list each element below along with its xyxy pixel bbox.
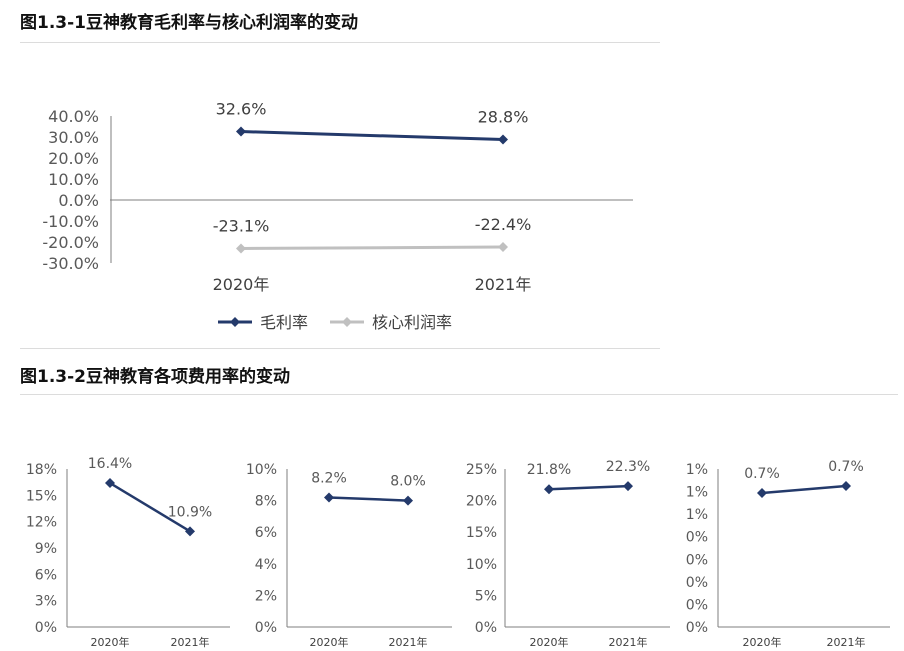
small-chart-y-tick: 0% bbox=[686, 530, 708, 546]
data-label: 28.8% bbox=[478, 108, 529, 127]
small-chart-y-tick: 12% bbox=[26, 515, 57, 531]
figure-2-title: 图1.3-2豆神教育各项费用率的变动 bbox=[20, 367, 290, 387]
y-tick-label: 40.0% bbox=[48, 107, 99, 126]
y-tick-label: 10.0% bbox=[48, 170, 99, 189]
small-chart-data-point bbox=[841, 481, 851, 491]
legend-swatch-marker bbox=[342, 317, 352, 327]
small-chart-x-category: 2021年 bbox=[827, 635, 866, 649]
small-chart-y-tick: 1% bbox=[686, 485, 708, 501]
small-chart-y-tick: 0% bbox=[686, 552, 708, 568]
data-point bbox=[498, 242, 508, 253]
y-tick-label: 20.0% bbox=[48, 149, 99, 168]
small-chart-data-point bbox=[757, 488, 767, 498]
small-chart-data-point bbox=[544, 484, 554, 495]
small-chart-data-label: 16.4% bbox=[88, 456, 132, 472]
small-chart-y-tick: 0% bbox=[475, 620, 497, 636]
figure-1-bottom-divider bbox=[20, 348, 660, 349]
small-chart-y-tick: 8% bbox=[255, 494, 277, 510]
small-chart-data-label: 0.7% bbox=[744, 466, 780, 482]
small-chart-x-category: 2021年 bbox=[171, 635, 210, 649]
data-point bbox=[498, 134, 508, 145]
small-chart-y-tick: 15% bbox=[26, 488, 57, 504]
small-chart-y-tick: 1% bbox=[686, 507, 708, 523]
data-label: -23.1% bbox=[213, 217, 270, 236]
small-chart-y-tick: 1% bbox=[686, 462, 708, 478]
small-chart-data-label: 21.8% bbox=[527, 462, 571, 478]
small-chart-x-category: 2021年 bbox=[389, 635, 428, 649]
small-chart-data-point bbox=[403, 495, 413, 506]
small-chart-y-tick: 20% bbox=[466, 494, 497, 510]
figure-1-title: 图1.3-1豆神教育毛利率与核心利润率的变动 bbox=[20, 13, 358, 33]
small-chart-series-line bbox=[761, 484, 847, 495]
small-chart-y-tick: 25% bbox=[466, 462, 497, 478]
small-chart-y-tick: 0% bbox=[686, 597, 708, 613]
small-chart-series-line bbox=[328, 496, 409, 502]
y-tick-label: 0.0% bbox=[58, 191, 99, 210]
small-chart-data-label: 22.3% bbox=[606, 459, 650, 475]
small-chart-y-tick: 0% bbox=[255, 620, 277, 636]
small-chart-data-label: 8.2% bbox=[311, 470, 347, 486]
small-chart-y-tick: 0% bbox=[35, 620, 57, 636]
data-point bbox=[236, 126, 246, 137]
x-category-label: 2020年 bbox=[213, 275, 270, 294]
data-label: -22.4% bbox=[475, 215, 532, 234]
small-chart-series-line bbox=[109, 481, 191, 533]
small-chart-y-tick: 18% bbox=[26, 462, 57, 478]
small-chart-x-category: 2020年 bbox=[743, 635, 782, 649]
series-line-core-profit-margin bbox=[240, 245, 504, 251]
figure-1-divider bbox=[20, 42, 660, 43]
small-chart-y-tick: 0% bbox=[686, 620, 708, 636]
small-chart-x-category: 2021年 bbox=[609, 635, 648, 649]
small-chart-data-label: 8.0% bbox=[390, 474, 426, 490]
legend-label: 核心利润率 bbox=[372, 313, 452, 332]
small-chart-data-point bbox=[105, 478, 115, 489]
small-chart-data-label: 0.7% bbox=[828, 459, 864, 475]
small-chart-y-tick: 9% bbox=[35, 541, 57, 557]
small-chart-y-tick: 6% bbox=[35, 567, 57, 583]
small-chart-data-point bbox=[185, 526, 195, 537]
small-chart-series-line bbox=[548, 484, 629, 491]
x-category-label: 2021年 bbox=[475, 275, 532, 294]
small-chart-data-point bbox=[623, 481, 633, 492]
series-line-gross-margin bbox=[240, 130, 504, 142]
small-chart-data-point bbox=[324, 492, 334, 503]
small-chart-x-category: 2020年 bbox=[530, 635, 569, 649]
y-tick-label: 30.0% bbox=[48, 128, 99, 147]
legend-label: 毛利率 bbox=[260, 313, 308, 332]
small-chart-y-tick: 0% bbox=[686, 575, 708, 591]
legend-swatch-marker bbox=[230, 317, 240, 327]
small-chart-y-tick: 6% bbox=[255, 525, 277, 541]
figure-2-divider bbox=[20, 394, 898, 395]
small-chart-y-tick: 3% bbox=[35, 594, 57, 610]
y-tick-label: -10.0% bbox=[42, 212, 99, 231]
small-chart-data-label: 10.9% bbox=[168, 504, 212, 520]
small-chart-y-tick: 5% bbox=[475, 588, 497, 604]
small-chart-y-tick: 10% bbox=[246, 462, 277, 478]
small-chart-y-tick: 4% bbox=[255, 557, 277, 573]
y-tick-label: -30.0% bbox=[42, 254, 99, 273]
small-chart-y-tick: 10% bbox=[466, 557, 497, 573]
small-chart-x-category: 2020年 bbox=[310, 635, 349, 649]
data-point bbox=[236, 243, 246, 254]
small-chart-y-tick: 2% bbox=[255, 588, 277, 604]
data-label: 32.6% bbox=[216, 100, 267, 119]
small-chart-y-tick: 15% bbox=[466, 525, 497, 541]
y-tick-label: -20.0% bbox=[42, 233, 99, 252]
small-chart-x-category: 2020年 bbox=[91, 635, 130, 649]
